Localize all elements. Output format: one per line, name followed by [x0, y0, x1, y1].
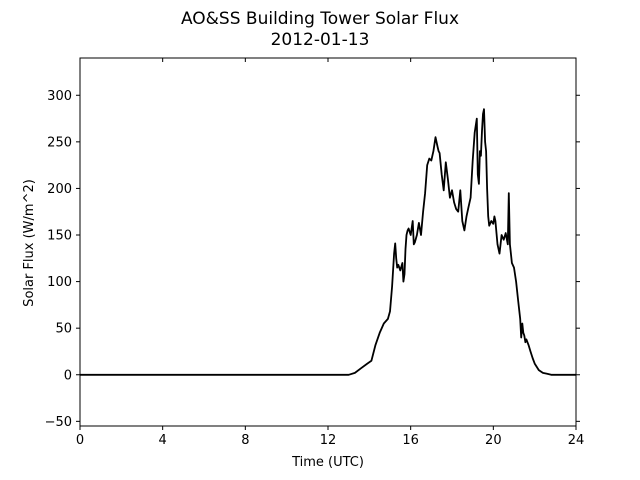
- y-tick-label-100: 100: [47, 275, 72, 290]
- x-tick-label-20: 20: [485, 433, 502, 448]
- chart-subtitle: 2012-01-13: [271, 30, 370, 50]
- chart-title: AO&SS Building Tower Solar Flux: [181, 9, 459, 29]
- y-tick-label-200: 200: [47, 182, 72, 197]
- x-tick-label-12: 12: [320, 433, 337, 448]
- x-tick-label-0: 0: [76, 433, 84, 448]
- y-tick-label-300: 300: [47, 89, 72, 104]
- series-line-0: [80, 108, 576, 376]
- y-axis-label: Solar Flux (W/m^2): [22, 179, 37, 307]
- x-axis-label: Time (UTC): [291, 455, 364, 470]
- x-tick-label-24: 24: [568, 433, 585, 448]
- y-tick-label--50: −50: [45, 415, 72, 430]
- y-tick-label-0: 0: [64, 368, 72, 383]
- y-tick-label-50: 50: [55, 322, 72, 337]
- y-tick-label-250: 250: [47, 135, 72, 150]
- y-tick-label-150: 150: [47, 229, 72, 244]
- plot-area: 0 4 8 12 16 20 24 −50 0 50 100 150 200 250 300: [45, 57, 585, 448]
- x-tick-label-8: 8: [241, 433, 249, 448]
- x-tick-label-4: 4: [159, 433, 167, 448]
- x-tick-label-16: 16: [402, 433, 419, 448]
